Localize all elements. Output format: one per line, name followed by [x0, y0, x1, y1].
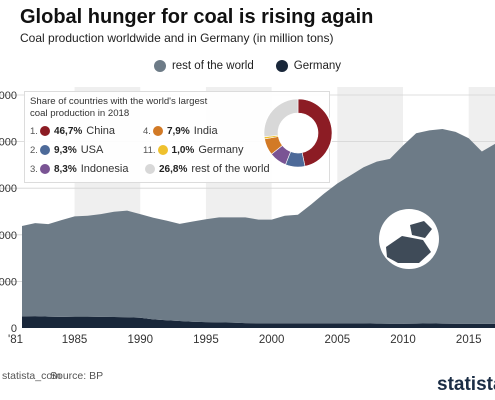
x-tick-label: 1995: [193, 334, 219, 346]
donut-slice-china: [297, 98, 333, 167]
share-country: Germany: [198, 144, 244, 156]
coal-lump-small: [410, 221, 432, 238]
legend-item-germany: Germany: [275, 60, 342, 72]
y-tick-label: 10000: [0, 90, 17, 102]
share-rank: 11.: [143, 144, 156, 156]
chart-legend: rest of the world Germany: [0, 60, 495, 72]
share-item-rest-of-world: 26,8% rest of the world: [143, 163, 270, 175]
share-swatch: [157, 145, 168, 155]
y-tick-label: 0: [11, 323, 17, 335]
x-axis-tick-labels: '81 1985 1990 1995 2000 2005 2010 2015: [8, 334, 482, 346]
coal-lump-large: [386, 236, 431, 263]
legend-label-rest-of-world: rest of the world: [171, 60, 254, 72]
share-donut-chart: [263, 98, 333, 168]
share-swatch: [39, 126, 50, 136]
x-tick-label: 1990: [127, 334, 153, 346]
share-item-china: 1. 46,7% China: [30, 125, 115, 137]
share-country: USA: [80, 144, 104, 156]
x-tick-label: 1985: [62, 334, 88, 346]
share-country: India: [193, 125, 218, 137]
share-inset-panel: Share of countries with the world's larg…: [24, 91, 333, 183]
share-swatch: [145, 164, 155, 174]
x-tick-label: '81: [8, 334, 23, 346]
share-country: Indonesia: [80, 163, 129, 175]
legend-label-germany: Germany: [293, 60, 342, 72]
share-rank: 1.: [30, 125, 38, 137]
share-percent: 46,7%: [53, 125, 83, 137]
area-rest-of-the-world: [22, 129, 495, 324]
share-country: rest of the world: [191, 163, 270, 175]
donut-slice-rest-of-the-world: [263, 98, 299, 138]
stacked-areas: [22, 129, 495, 328]
share-item-india: 4. 7,9% India: [143, 125, 218, 137]
chart-subtitle: Coal production worldwide and in Germany…: [20, 31, 334, 45]
y-axis-tick-labels: 0 2000 4000 6000 8000 10000: [0, 90, 17, 335]
x-tick-label: 2015: [456, 334, 482, 346]
footer-credit-text: statista_com: [2, 370, 61, 382]
share-percent: 9,3%: [53, 144, 77, 156]
y-tick-label: 2000: [0, 276, 17, 288]
legend-swatch-rest-of-world: [153, 60, 166, 72]
share-item-usa: 2. 9,3% USA: [30, 144, 103, 156]
share-percent: 7,9%: [166, 125, 190, 137]
footer-credit[interactable]: statista_com: [2, 370, 61, 382]
share-swatch: [39, 145, 50, 155]
inset-heading: Share of countries with the world's larg…: [30, 96, 208, 119]
statista-logo[interactable]: statista: [437, 374, 495, 395]
y-tick-label: 8000: [0, 137, 17, 149]
y-tick-label: 4000: [0, 230, 17, 242]
x-tick-label: 2005: [325, 334, 351, 346]
share-percent: 1,0%: [171, 144, 195, 156]
share-rank: 2.: [30, 144, 38, 156]
legend-swatch-germany: [275, 60, 288, 72]
x-tick-label: 2000: [259, 334, 285, 346]
share-country: China: [86, 125, 116, 137]
share-swatch: [39, 164, 50, 174]
share-item-germany: 11. 1,0% Germany: [143, 144, 244, 156]
area-germany: [22, 316, 495, 328]
share-percent: 26,8%: [159, 163, 188, 175]
share-percent: 8,3%: [53, 163, 77, 175]
share-item-indonesia: 3. 8,3% Indonesia: [30, 163, 128, 175]
chart-title: Global hunger for coal is rising again: [20, 6, 374, 28]
share-swatch: [152, 126, 163, 136]
y-tick-label: 6000: [0, 183, 17, 195]
legend-item-rest-of-world: rest of the world: [153, 60, 254, 72]
share-rank: 3.: [30, 163, 38, 175]
footer-source: Source: BP: [50, 370, 104, 382]
x-tick-label: 2010: [390, 334, 416, 346]
coal-lumps-icon: [379, 209, 439, 269]
share-rank: 4.: [143, 125, 151, 137]
